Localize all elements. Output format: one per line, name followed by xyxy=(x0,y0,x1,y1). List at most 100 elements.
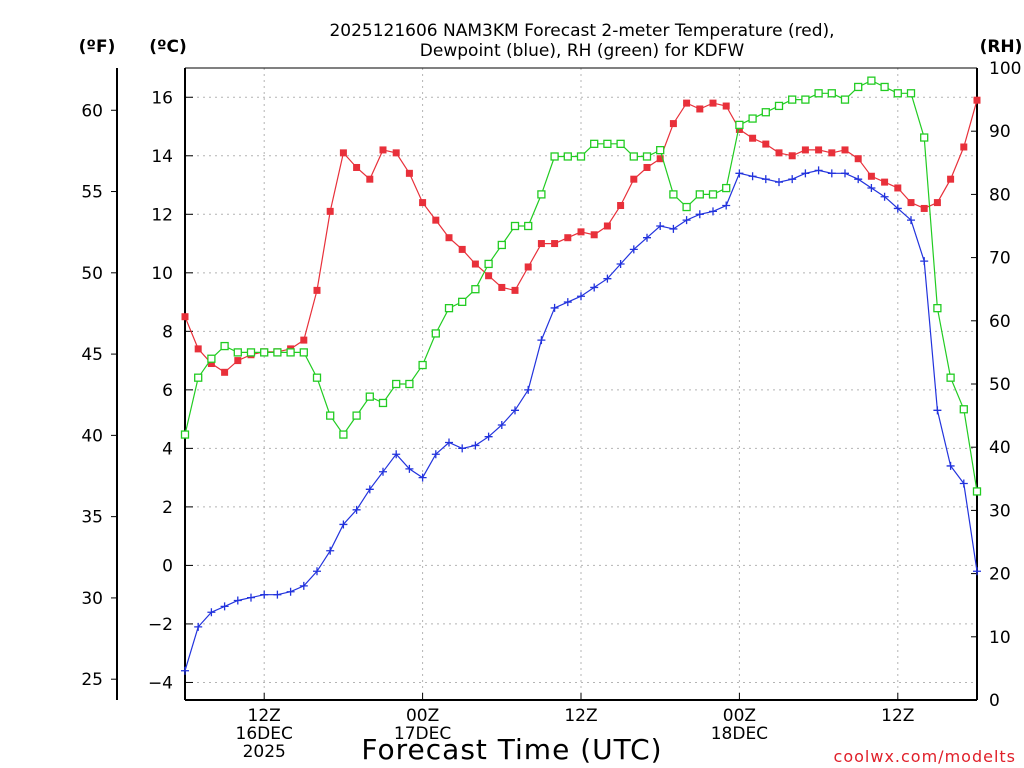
temperature-point xyxy=(406,170,413,177)
dewpoint-point xyxy=(722,202,730,210)
rh-point xyxy=(564,153,571,160)
x-tick-label: 00Z xyxy=(723,706,756,726)
rh-point xyxy=(921,134,928,141)
temperature-point xyxy=(723,103,730,110)
temperature-point xyxy=(881,179,888,186)
dewpoint-point xyxy=(419,474,427,482)
rh-point xyxy=(789,96,796,103)
dewpoint-point xyxy=(551,304,559,312)
temperature-point xyxy=(498,284,505,291)
dewpoint-point xyxy=(590,283,598,291)
rh-tick-label: 0 xyxy=(989,691,1000,711)
rh-point xyxy=(749,115,756,122)
temperature-point xyxy=(802,146,809,153)
rh-point xyxy=(340,431,347,438)
dewpoint-point xyxy=(683,216,691,224)
chart-title-line-1: 2025121606 NAM3KM Forecast 2-meter Tempe… xyxy=(329,21,834,41)
temperature-point xyxy=(855,155,862,162)
rh-point xyxy=(353,412,360,419)
rh-point xyxy=(881,83,888,90)
rh-point xyxy=(248,349,255,356)
rh-point xyxy=(723,185,730,192)
temperature-point xyxy=(512,287,519,294)
dewpoint-point xyxy=(524,386,532,394)
rh-point xyxy=(221,343,228,350)
x-tick-label: 12Z xyxy=(881,706,914,726)
rh-point xyxy=(815,90,822,97)
rh-point xyxy=(947,374,954,381)
temperature-point xyxy=(327,208,334,215)
rh-tick-label: 10 xyxy=(989,628,1011,648)
fahrenheit-tick-label: 30 xyxy=(81,589,103,609)
fahrenheit-tick-label: 55 xyxy=(81,183,103,203)
temperature-point xyxy=(947,176,954,183)
dewpoint-point xyxy=(221,602,229,610)
rh-point xyxy=(617,140,624,147)
dewpoint-point xyxy=(273,591,281,599)
dewpoint-point xyxy=(828,169,836,177)
temperature-point xyxy=(868,173,875,180)
temperature-point xyxy=(485,272,492,279)
temperature-point xyxy=(960,144,967,151)
dewpoint-point xyxy=(577,292,585,300)
dewpoint-point xyxy=(920,257,928,265)
celsius-tick-label: 8 xyxy=(162,322,173,342)
celsius-tick-label: 16 xyxy=(151,88,173,108)
rh-point xyxy=(208,355,215,362)
dewpoint-point xyxy=(537,336,545,344)
rh-tick-label: 40 xyxy=(989,438,1011,458)
dewpoint-point xyxy=(260,591,268,599)
temperature-point xyxy=(459,246,466,253)
rh-point xyxy=(498,241,505,248)
celsius-tick-label: 14 xyxy=(151,147,173,167)
temperature-point xyxy=(221,369,228,376)
temperature-point xyxy=(683,100,690,107)
rh-point xyxy=(762,109,769,116)
dewpoint-point xyxy=(775,178,783,186)
dewpoint-point xyxy=(709,207,717,215)
rh-point xyxy=(234,349,241,356)
rh-point xyxy=(842,96,849,103)
rh-point xyxy=(776,102,783,109)
fahrenheit-tick-label: 60 xyxy=(81,101,103,121)
temperature-point xyxy=(696,105,703,112)
temperature-point xyxy=(828,149,835,156)
dewpoint-point xyxy=(471,441,479,449)
rh-point xyxy=(327,412,334,419)
rh-tick-label: 100 xyxy=(989,59,1021,79)
temperature-point xyxy=(776,149,783,156)
rh-point xyxy=(934,305,941,312)
dewpoint-point xyxy=(326,547,334,555)
rh-point xyxy=(406,381,413,388)
temperature-point xyxy=(578,228,585,235)
rh-point xyxy=(644,153,651,160)
temperature-point xyxy=(670,120,677,127)
temperature-point xyxy=(815,146,822,153)
dewpoint-point xyxy=(669,225,677,233)
temperature-point xyxy=(366,176,373,183)
x-tick-label: 2025 xyxy=(243,742,286,762)
dewpoint-point xyxy=(287,588,295,596)
temperature-point xyxy=(974,97,981,104)
temperature-point xyxy=(551,240,558,247)
dewpoint-point xyxy=(735,169,743,177)
temperature-point xyxy=(234,357,241,364)
rh-point xyxy=(261,349,268,356)
temperature-point xyxy=(353,164,360,171)
rh-point xyxy=(393,381,400,388)
temperature-point xyxy=(749,135,756,142)
rh-point xyxy=(855,83,862,90)
temperature-point xyxy=(393,149,400,156)
temperature-point xyxy=(380,146,387,153)
dewpoint-point xyxy=(815,166,823,174)
temperature-point xyxy=(908,199,915,206)
rh-tick-label: 80 xyxy=(989,185,1011,205)
temperature-point xyxy=(617,202,624,209)
celsius-tick-label: 2 xyxy=(162,498,173,518)
temperature-point xyxy=(921,205,928,212)
rh-point xyxy=(380,399,387,406)
rh-point xyxy=(432,330,439,337)
x-axis-title: Forecast Time (UTC) xyxy=(361,733,662,766)
rh-point xyxy=(908,90,915,97)
celsius-tick-label: −2 xyxy=(148,615,173,635)
